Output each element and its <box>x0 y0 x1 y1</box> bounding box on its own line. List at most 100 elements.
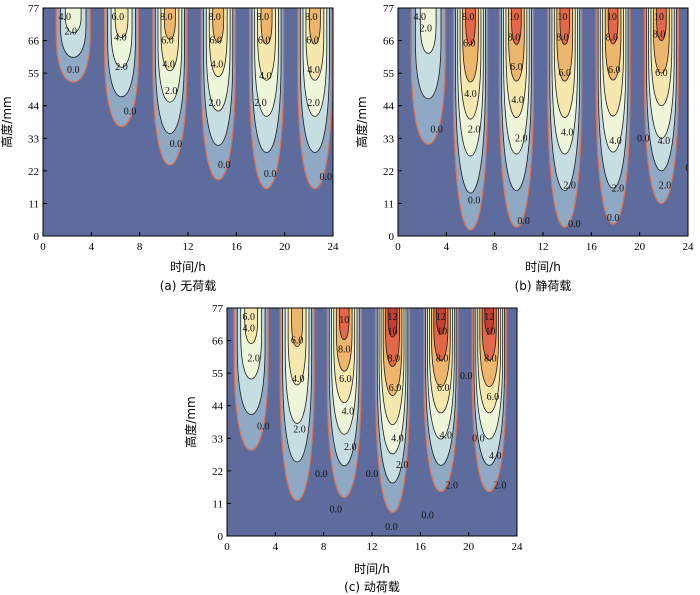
contour-label: 4.0 <box>561 127 574 138</box>
contour-label: 8.0 <box>208 12 221 23</box>
contour-background <box>43 8 333 236</box>
contour-label: 12 <box>436 312 446 323</box>
y-tick-label: 22 <box>212 466 223 478</box>
contour-peak <box>410 8 446 145</box>
y-tick-label: 77 <box>212 303 224 315</box>
contour-band <box>114 8 129 39</box>
x-tick-label: 24 <box>328 241 340 253</box>
contour-band <box>656 8 667 41</box>
contour-label: 10 <box>388 327 398 338</box>
x-tick-label: 12 <box>538 241 549 253</box>
contour-peak <box>498 8 535 228</box>
panel-a-caption: (a) 无荷载 <box>160 279 217 293</box>
x-tick-label: 16 <box>586 241 598 253</box>
contour-label: 0.0 <box>366 469 379 480</box>
contour-label: 0.0 <box>460 371 473 382</box>
contour-band <box>419 8 437 54</box>
contour-label: 2.0 <box>468 124 481 135</box>
contour-label: 4.0 <box>414 12 427 23</box>
panel-a-x-ticks: 0 4 8 12 16 20 24 <box>40 232 339 253</box>
panel-c-caption: (c) 动荷载 <box>344 580 400 594</box>
contour-background <box>227 308 517 536</box>
contour-band <box>212 8 225 43</box>
contour-label: 2.0 <box>494 481 507 492</box>
contour-label: 4.0 <box>292 374 305 385</box>
contour-label: 2.0 <box>659 181 672 192</box>
contour-band <box>308 8 321 45</box>
contour-label: 6.0 <box>655 68 668 79</box>
contour-label: 4.0 <box>489 451 502 462</box>
contour-band <box>291 308 303 347</box>
contour-label: 6.0 <box>161 36 174 47</box>
panel-a-plot-area: 4.0 2.0 0.0 6.0 4.0 2.0 0.0 8.0 6.0 4.0 2.0 0.0 8.0 6… <box>42 7 334 237</box>
contour-label: 10 <box>509 12 519 23</box>
panel-c-plot-area: 6.0 4.0 2.0 0.0 6.0 4.0 2.0 0.0 10 8.0 6.0 4.0 2.0 0.… <box>226 307 518 537</box>
panel-c-y-label: 高度/mm <box>183 396 198 447</box>
y-tick-label: 55 <box>28 68 40 80</box>
contour-label: 6.0 <box>510 62 523 73</box>
contour-label: 4.0 <box>391 433 404 444</box>
contour-peak <box>297 8 333 190</box>
x-tick-label: 20 <box>463 541 475 553</box>
contour-label: 4.0 <box>464 89 477 100</box>
contour-label: 4.0 <box>511 95 524 106</box>
y-tick-label: 33 <box>28 133 40 145</box>
x-tick-label: 4 <box>89 241 95 253</box>
contour-label: 0.0 <box>517 216 530 227</box>
y-tick-label: 22 <box>383 166 394 178</box>
contour-peak <box>55 8 91 83</box>
contour-label: 6.0 <box>306 36 319 47</box>
contour-peak <box>471 308 507 493</box>
contour-label: 0.0 <box>330 504 343 515</box>
contour-label: 8.0 <box>436 353 449 364</box>
x-tick-label: 24 <box>512 541 524 553</box>
y-tick-label: 66 <box>212 336 224 348</box>
contour-peak <box>452 8 489 231</box>
contour-label: 6.0 <box>389 383 402 394</box>
y-tick-label: 0 <box>218 531 224 543</box>
contour-band <box>607 8 619 45</box>
contour-band <box>484 308 494 335</box>
x-tick-label: 12 <box>367 541 378 553</box>
contour-peak <box>595 8 631 225</box>
contour-label: 0.0 <box>315 469 328 480</box>
y-tick-label: 77 <box>383 3 395 15</box>
contour-label: 12 <box>484 312 494 323</box>
y-tick-label: 0 <box>34 231 40 243</box>
contour-label: 0.0 <box>320 172 333 183</box>
contour-label: 4.0 <box>243 324 256 335</box>
contour-label: 0.0 <box>468 195 481 206</box>
x-tick-label: 12 <box>183 241 194 253</box>
contour-label: 0.0 <box>67 65 80 76</box>
panel-b: 4.02.00.08.06.04.02.00.0108.06.04.02.00.… <box>354 3 694 293</box>
x-tick-label: 8 <box>321 541 327 553</box>
contour-label: 2.0 <box>307 98 320 109</box>
contour-label: 0.0 <box>568 219 581 230</box>
contour-label: 0.0 <box>607 213 620 224</box>
x-tick-label: 0 <box>224 541 230 553</box>
contour-band <box>436 308 446 335</box>
x-tick-label: 4 <box>273 541 279 553</box>
contour-label: 12 <box>388 312 398 323</box>
x-tick-label: 0 <box>40 241 46 253</box>
contour-label: 6.0 <box>210 36 223 47</box>
contour-label: 4.0 <box>307 65 320 76</box>
contour-label: 4.0 <box>162 59 175 70</box>
y-tick-label: 77 <box>28 3 40 15</box>
contour-label: 6.0 <box>258 36 271 47</box>
contour-label: 2.0 <box>165 86 178 97</box>
contour-label: 4.0 <box>439 430 452 441</box>
contour-label: 2.0 <box>396 460 409 471</box>
contour-band <box>511 8 522 45</box>
contour-label: 2.0 <box>247 353 260 364</box>
contour-label: 6.0 <box>487 392 500 403</box>
y-tick-label: 44 <box>212 401 224 413</box>
contour-label: 4.0 <box>658 136 671 147</box>
contour-label: 6.0 <box>291 336 304 347</box>
contour-label: 6.0 <box>112 12 125 23</box>
contour-label: 2.0 <box>293 424 306 435</box>
contour-peak <box>374 308 411 513</box>
x-tick-label: 4 <box>444 241 450 253</box>
contour-label: 10 <box>607 12 617 23</box>
